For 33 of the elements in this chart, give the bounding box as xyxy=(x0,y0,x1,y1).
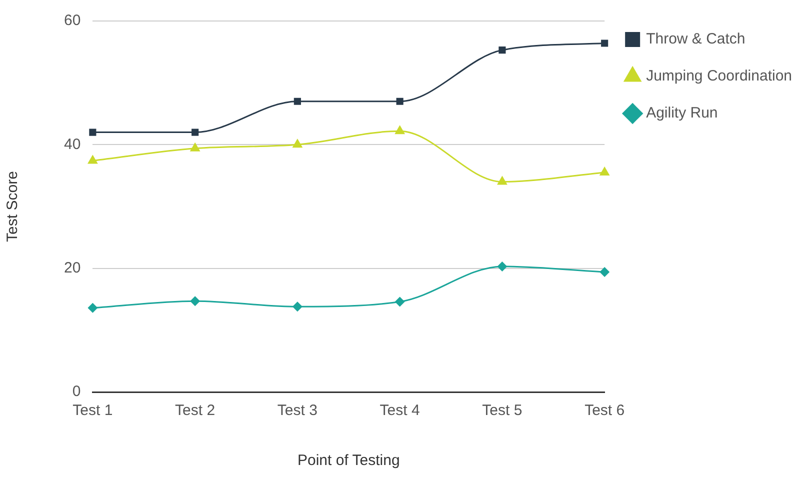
y-tick-label: 20 xyxy=(64,259,81,276)
point xyxy=(190,142,200,152)
point xyxy=(600,267,610,278)
x-tick-label: Test 5 xyxy=(482,402,522,420)
legend-label: Agility Run xyxy=(646,104,718,122)
x-tick-label: Test 4 xyxy=(380,402,420,420)
legend-label: Throw & Catch xyxy=(646,30,746,48)
x-tick-label: Test 3 xyxy=(277,402,318,420)
point xyxy=(87,154,98,164)
point xyxy=(394,125,406,134)
x-tick-label: Test 2 xyxy=(175,402,216,420)
y-tick-label: 0 xyxy=(72,383,81,400)
point xyxy=(294,98,301,105)
legend-label: Jumping Coordination xyxy=(646,68,792,85)
point xyxy=(497,261,508,272)
point xyxy=(292,302,302,312)
y-tick-label: 60 xyxy=(64,12,81,30)
point xyxy=(498,46,506,54)
point xyxy=(192,128,199,136)
y-tick-label: 40 xyxy=(64,136,81,153)
point xyxy=(394,296,405,307)
x-axis-title: Point of Testing xyxy=(297,452,400,470)
point xyxy=(292,138,303,148)
point xyxy=(190,296,200,306)
point xyxy=(89,128,96,136)
point xyxy=(497,176,508,185)
point xyxy=(601,40,608,47)
point xyxy=(88,302,98,313)
point xyxy=(599,166,610,176)
x-tick-label: Test 1 xyxy=(72,402,113,420)
point xyxy=(396,98,404,105)
x-tick-label: Test 6 xyxy=(584,402,625,420)
y-axis-title: Test Score xyxy=(4,171,22,242)
